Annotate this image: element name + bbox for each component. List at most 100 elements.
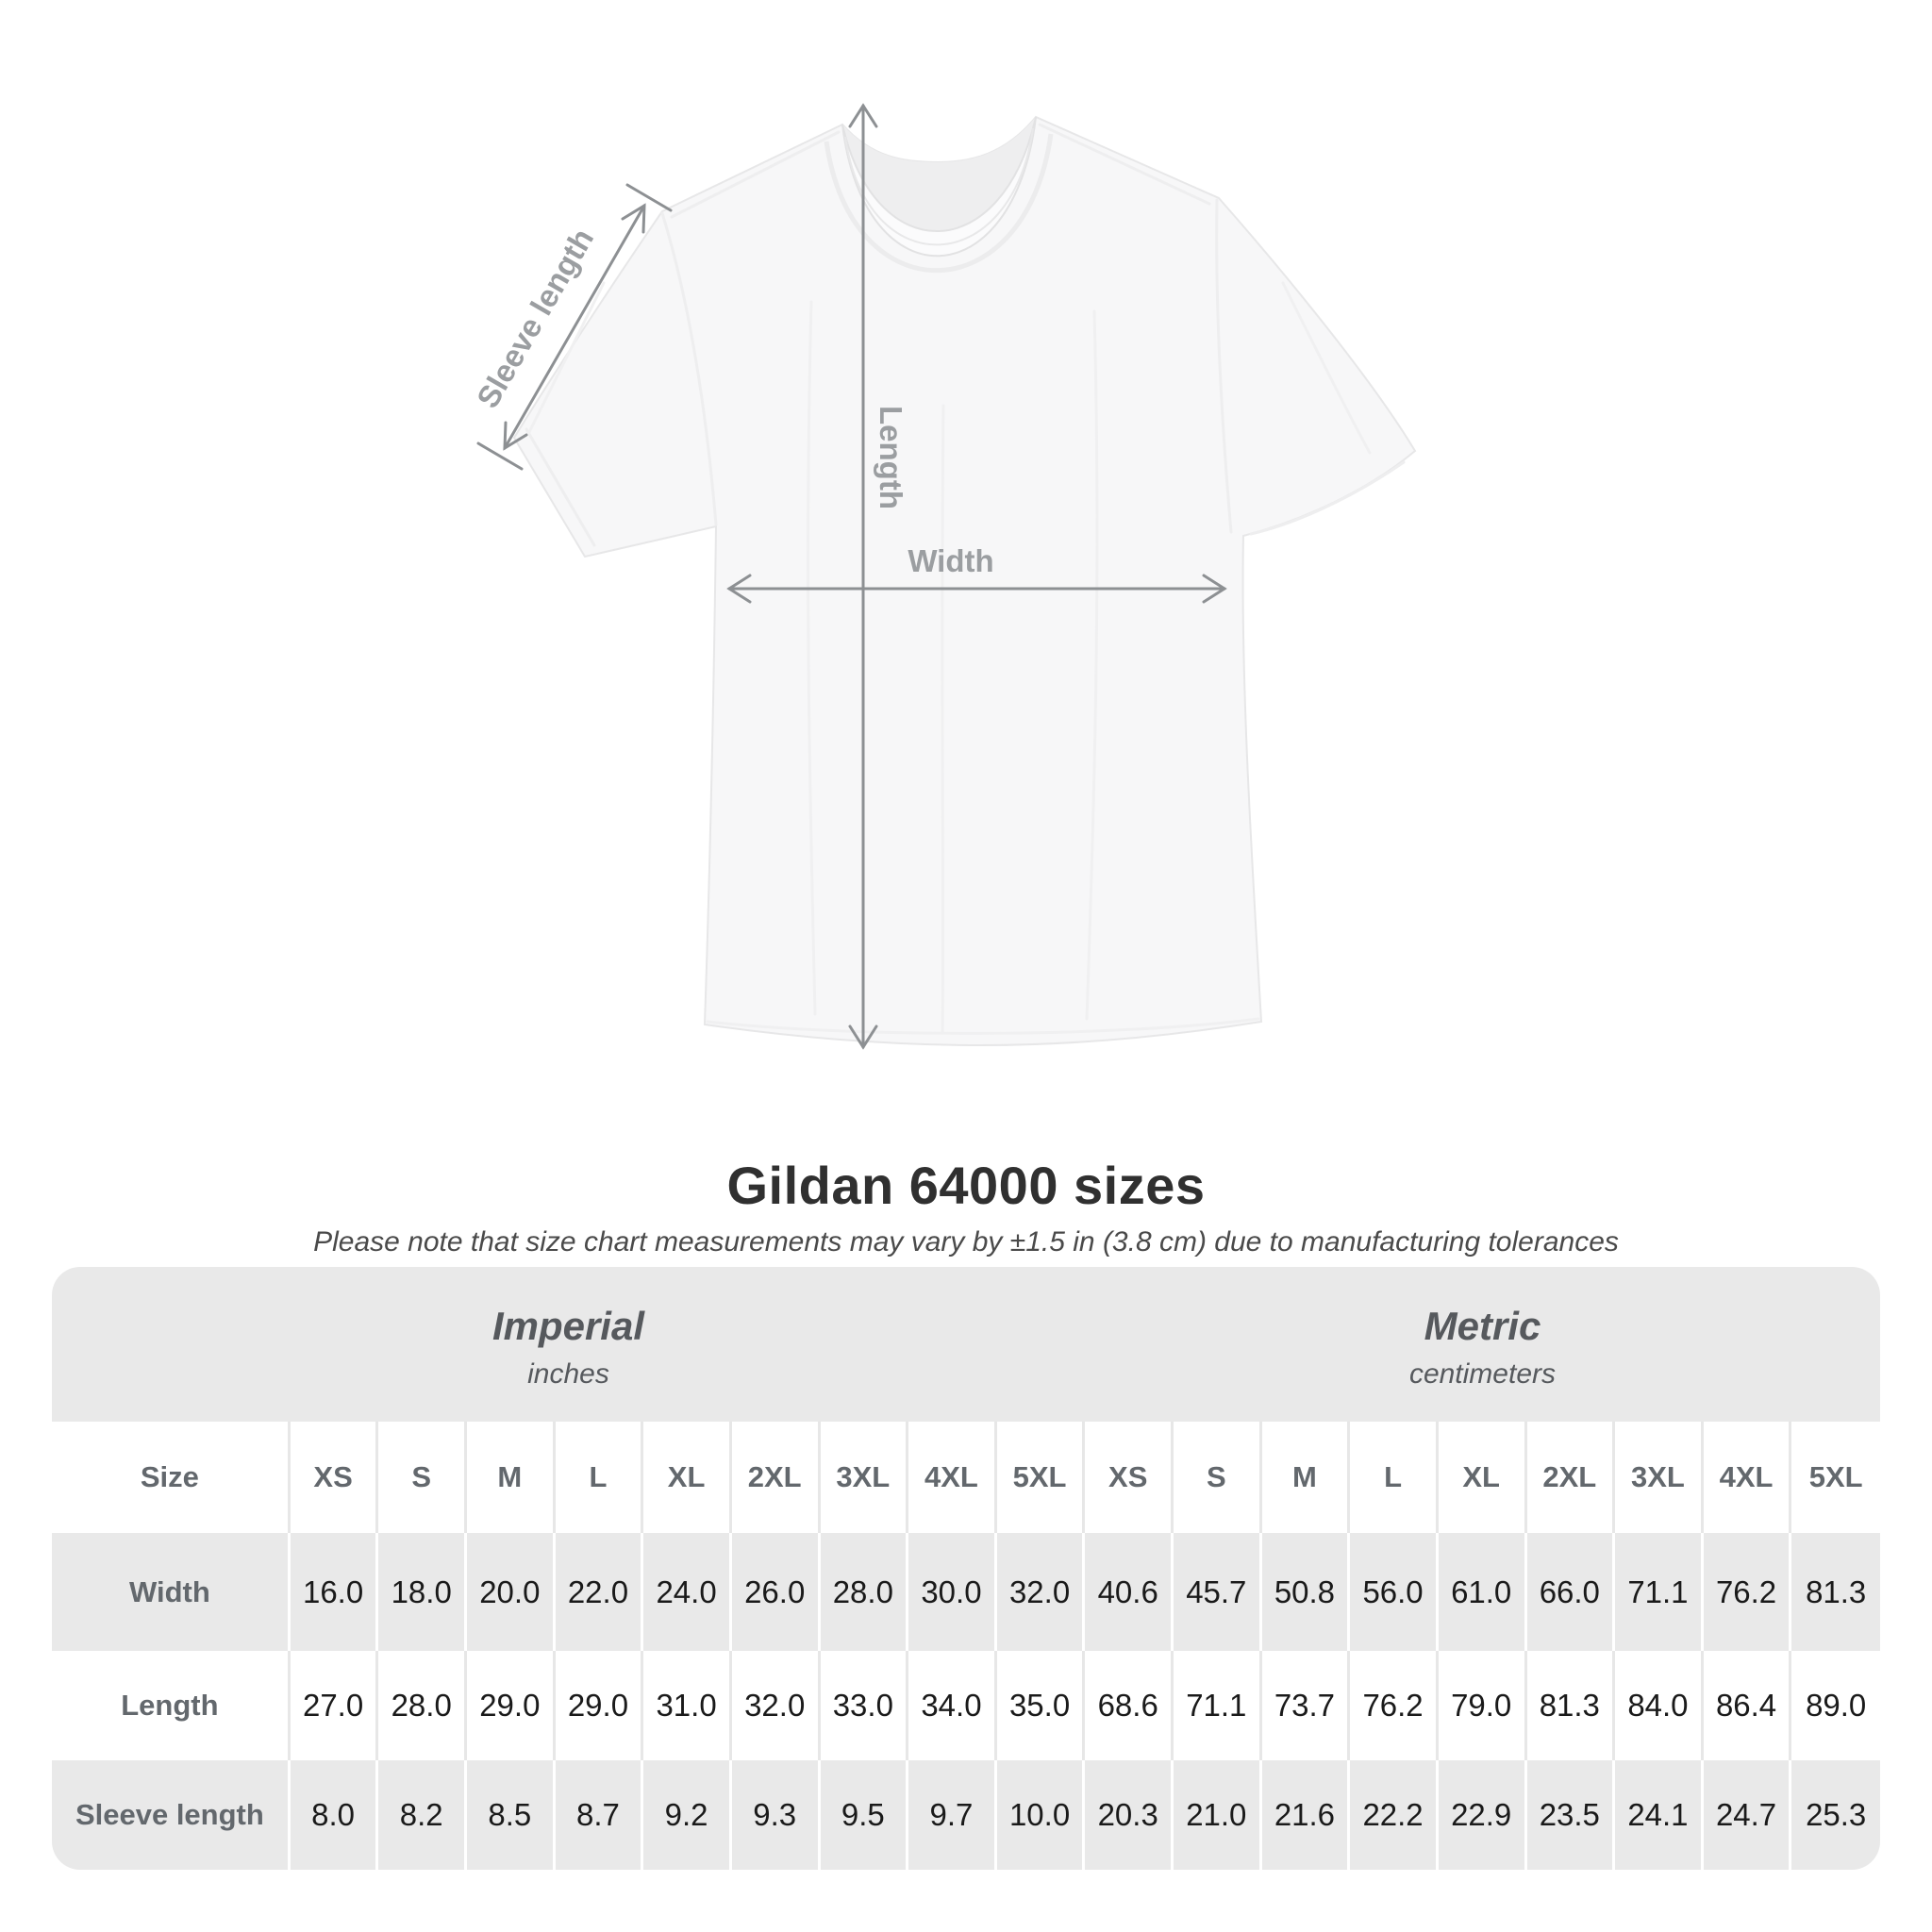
size-table: Imperial inches Metric centimeters Size X…	[52, 1267, 1880, 1870]
table-cell-imperial: 32.0	[996, 1533, 1086, 1651]
table-cell-imperial-text: 27.0	[302, 1688, 364, 1723]
arrowhead-upright-icon	[621, 203, 646, 234]
sleeve-dimension-line	[476, 183, 673, 471]
column-header-metric-s-text: S	[1206, 1460, 1226, 1493]
table-cell-metric-text: 68.6	[1097, 1688, 1158, 1723]
width-label: Width	[908, 543, 993, 578]
column-header-metric-4xl-text: 4XL	[1719, 1460, 1774, 1493]
table-cell-imperial: 33.0	[820, 1651, 909, 1760]
table-cell-metric-text: 21.6	[1274, 1797, 1336, 1832]
column-header-imperial-5xl-text: 5XL	[1012, 1460, 1067, 1493]
column-header-metric-xs: XS	[1085, 1422, 1174, 1533]
size-corner-header: Size	[52, 1422, 291, 1533]
table-cell-metric-text: 50.8	[1274, 1574, 1336, 1609]
table-cell-imperial-text: 28.0	[391, 1688, 452, 1723]
table-cell-metric-text: 76.2	[1715, 1574, 1777, 1609]
collar-ribbing-line	[844, 127, 1034, 246]
unit-group-imperial: Imperial inches	[52, 1267, 1085, 1422]
arrowhead-left-icon	[726, 574, 752, 604]
table-row-width: Width 16.0 18.0 20.0 22.0 24.0 26.0 28.0 30.0 32.…	[52, 1533, 1880, 1651]
column-header-imperial-2xl: 2XL	[731, 1422, 821, 1533]
tshirt-diagram-svg: Sleeve length Length Width	[470, 103, 1417, 1050]
column-header-imperial-xl-text: XL	[667, 1460, 706, 1493]
table-cell-imperial: 32.0	[731, 1651, 821, 1760]
metric-label: Metric	[1424, 1304, 1541, 1348]
column-header-imperial-5xl: 5XL	[996, 1422, 1086, 1533]
column-header-imperial-l-text: L	[589, 1460, 608, 1493]
unit-band: Imperial inches Metric centimeters	[52, 1267, 1880, 1422]
table-cell-imperial-text: 32.0	[744, 1688, 806, 1723]
arrowhead-right-icon	[1202, 574, 1227, 604]
table-cell-imperial: 20.0	[467, 1533, 556, 1651]
table-cell-imperial-text: 18.0	[391, 1574, 452, 1609]
table-cell-imperial: 8.0	[290, 1760, 379, 1870]
table-cell-metric-text: 56.0	[1362, 1574, 1424, 1609]
column-header-metric-xs-text: XS	[1108, 1460, 1148, 1493]
row-label-text: Length	[121, 1689, 219, 1722]
fabric-folds	[526, 281, 1372, 1035]
table-cell-imperial: 9.5	[820, 1760, 909, 1870]
table-cell-metric: 73.7	[1261, 1651, 1351, 1760]
table-cell-imperial: 30.0	[908, 1533, 997, 1651]
table-cell-metric: 40.6	[1085, 1533, 1174, 1651]
table-cell-imperial-text: 35.0	[1008, 1688, 1071, 1723]
table-cell-imperial: 8.2	[378, 1760, 468, 1870]
table-cell-imperial-text: 20.0	[479, 1574, 541, 1609]
column-header-imperial-m: M	[467, 1422, 556, 1533]
column-header-imperial-3xl: 3XL	[820, 1422, 909, 1533]
table-cell-imperial-text: 8.0	[311, 1797, 356, 1832]
table-cell-metric: 20.3	[1085, 1760, 1174, 1870]
arrowhead-up-icon	[848, 103, 878, 128]
table-cell-metric: 86.4	[1703, 1651, 1792, 1760]
neck-opening	[842, 117, 1036, 232]
table-cell-imperial: 34.0	[908, 1651, 997, 1760]
row-label: Length	[52, 1651, 291, 1760]
table-cell-metric: 66.0	[1526, 1533, 1616, 1651]
table-cell-imperial: 9.3	[731, 1760, 821, 1870]
table-cell-metric-text: 81.3	[1539, 1688, 1600, 1723]
table-cell-metric: 71.1	[1615, 1533, 1704, 1651]
table-cell-metric: 21.0	[1174, 1760, 1262, 1870]
table-cell-metric: 24.7	[1703, 1760, 1792, 1870]
table-cell-metric: 89.0	[1791, 1651, 1880, 1760]
table-cell-imperial: 28.0	[820, 1533, 909, 1651]
column-header-metric-s: S	[1174, 1422, 1262, 1533]
table-body: Width 16.0 18.0 20.0 22.0 24.0 26.0 28.0 30.0 32.…	[52, 1533, 1880, 1870]
table-cell-imperial-text: 26.0	[744, 1574, 806, 1609]
table-cell-metric: 81.3	[1791, 1533, 1880, 1651]
table-cell-metric-text: 89.0	[1806, 1688, 1867, 1723]
table-cell-imperial-text: 33.0	[832, 1688, 893, 1723]
table-cell-imperial: 22.0	[555, 1533, 644, 1651]
table-cell-imperial: 8.5	[467, 1760, 556, 1870]
table-cell-metric: 68.6	[1085, 1651, 1174, 1760]
length-dimension-line	[848, 103, 878, 1050]
table-cell-imperial: 29.0	[555, 1651, 644, 1760]
arrowhead-downleft-icon	[503, 421, 528, 451]
table-row-length: Length 27.0 28.0 29.0 29.0 31.0 32.0 33.0 34.0 35…	[52, 1651, 1880, 1760]
row-label-text: Sleeve length	[75, 1798, 264, 1831]
metric-unit: centimeters	[1408, 1358, 1556, 1390]
table-cell-metric: 50.8	[1261, 1533, 1351, 1651]
column-header-metric-5xl: 5XL	[1791, 1422, 1880, 1533]
column-header-metric-5xl-text: 5XL	[1808, 1460, 1863, 1493]
table-cell-metric-text: 66.0	[1539, 1574, 1600, 1609]
table-cell-imperial: 35.0	[996, 1651, 1086, 1760]
table-cell-imperial-text: 9.2	[664, 1797, 708, 1832]
table-cell-metric-text: 24.7	[1715, 1797, 1777, 1832]
table-cell-metric: 71.1	[1174, 1651, 1262, 1760]
table-cell-metric-text: 40.6	[1097, 1574, 1158, 1609]
table-cell-imperial: 27.0	[290, 1651, 379, 1760]
table-cell-metric: 25.3	[1791, 1760, 1880, 1870]
table-cell-metric-text: 22.2	[1362, 1797, 1424, 1832]
column-header-imperial-l: L	[555, 1422, 644, 1533]
table-cell-metric-text: 24.1	[1627, 1797, 1689, 1832]
table-cell-imperial: 31.0	[643, 1651, 732, 1760]
table-cell-metric: 23.5	[1526, 1760, 1616, 1870]
table-cell-metric: 79.0	[1438, 1651, 1527, 1760]
table-cell-metric-text: 23.5	[1539, 1797, 1600, 1832]
table-cell-metric: 84.0	[1615, 1651, 1704, 1760]
table-cell-imperial-text: 29.0	[567, 1688, 629, 1723]
table-cell-metric-text: 79.0	[1451, 1688, 1512, 1723]
table-cell-metric: 76.2	[1703, 1533, 1792, 1651]
